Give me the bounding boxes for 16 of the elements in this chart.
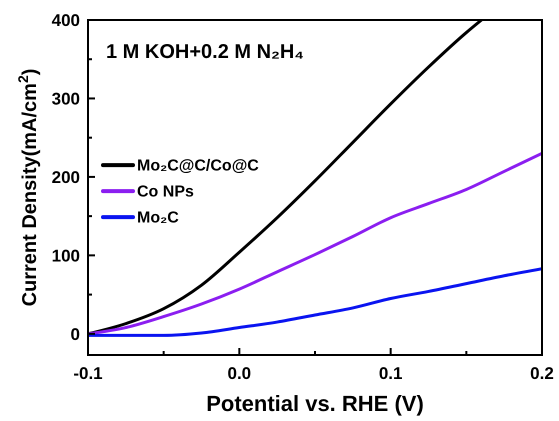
legend-label: Mo₂C [137, 210, 180, 227]
x-tick-label: 0.0 [228, 364, 252, 383]
y-tick-label: 300 [52, 89, 80, 108]
x-tick-label: 0.1 [378, 364, 402, 383]
y-tick-label: 100 [52, 246, 80, 266]
line-series [88, 267, 542, 337]
legend-label: Mo₂C@C/Co@C [137, 158, 260, 175]
x-tick-label: 0.2 [530, 364, 554, 383]
y-tick-label: 400 [52, 10, 80, 30]
annotation: 1 M KOH+0.2 M N₂H₄ [106, 41, 304, 63]
x-axis-title: Potential vs. RHE (V) [206, 391, 424, 416]
y-tick-label: 0 [70, 324, 80, 344]
x-tick-label: -0.1 [73, 364, 103, 383]
line-series [88, 152, 542, 336]
y-tick-label: 200 [52, 168, 80, 187]
legend-label: Co NPs [137, 184, 194, 201]
